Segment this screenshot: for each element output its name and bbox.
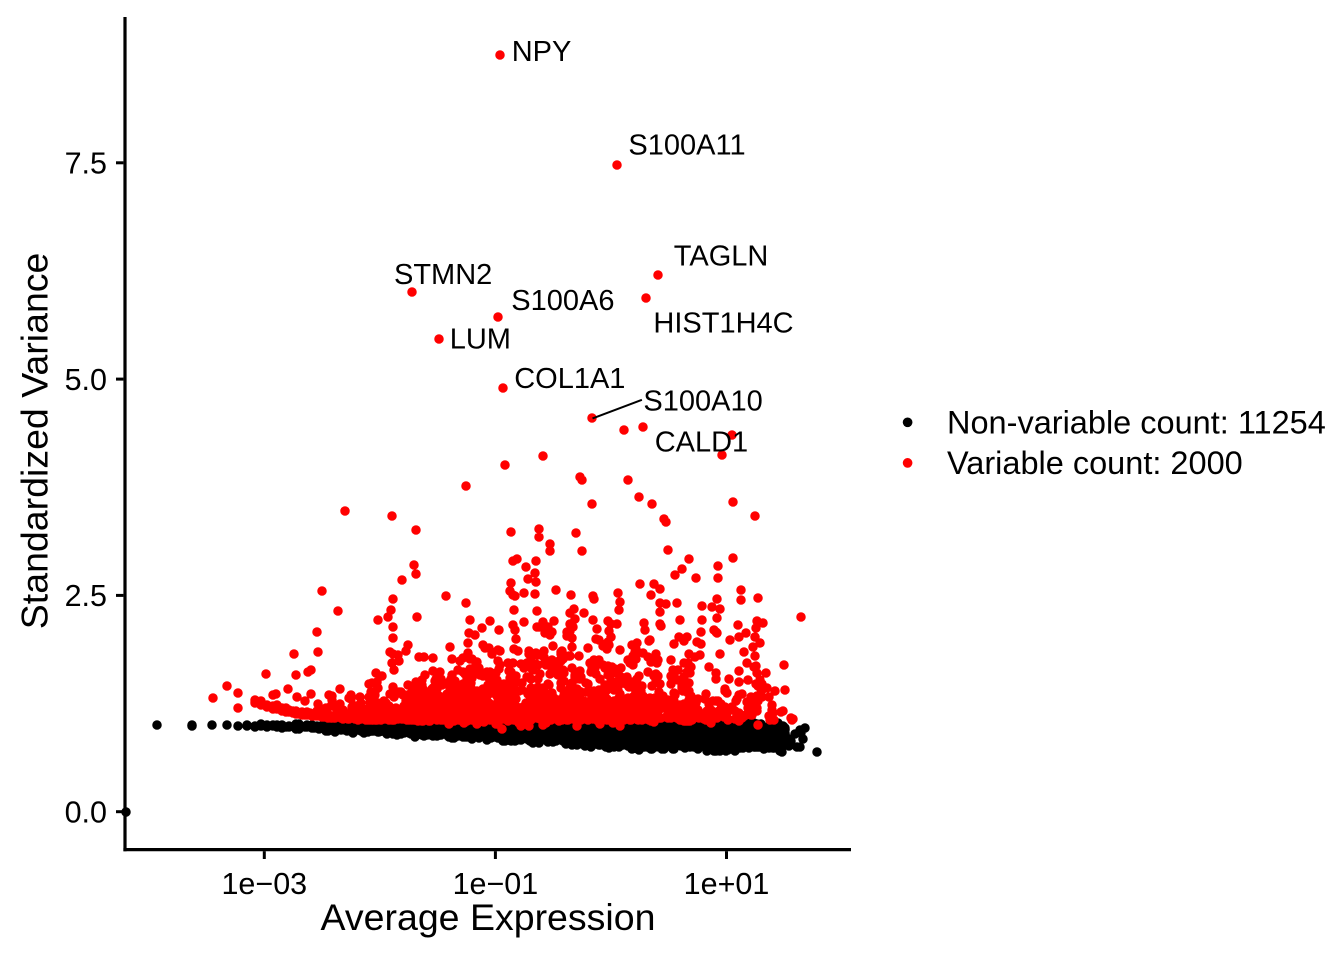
svg-text:1e−03: 1e−03 (221, 867, 307, 901)
svg-text:STMN2: STMN2 (394, 259, 492, 291)
svg-text:0.0: 0.0 (65, 796, 107, 830)
svg-text:HIST1H4C: HIST1H4C (653, 308, 793, 340)
svg-text:S100A6: S100A6 (511, 285, 614, 317)
svg-text:2.5: 2.5 (65, 579, 107, 613)
svg-text:Standardized Variance: Standardized Variance (14, 253, 56, 630)
svg-text:COL1A1: COL1A1 (514, 363, 625, 395)
svg-text:NPY: NPY (512, 36, 572, 68)
svg-text:CALD1: CALD1 (655, 427, 749, 459)
svg-text:S100A10: S100A10 (643, 386, 762, 418)
svg-text:Average Expression: Average Expression (321, 896, 656, 938)
svg-text:1e+01: 1e+01 (684, 867, 770, 901)
svg-text:LUM: LUM (450, 323, 511, 355)
svg-text:5.0: 5.0 (65, 363, 107, 397)
svg-text:TAGLN: TAGLN (674, 241, 769, 273)
svg-text:Non-variable count: 11254: Non-variable count: 11254 (947, 405, 1326, 441)
svg-text:S100A11: S100A11 (628, 129, 745, 161)
svg-text:Variable count: 2000: Variable count: 2000 (947, 445, 1243, 481)
svg-text:7.5: 7.5 (65, 147, 107, 181)
svg-text:1e−01: 1e−01 (453, 867, 539, 901)
